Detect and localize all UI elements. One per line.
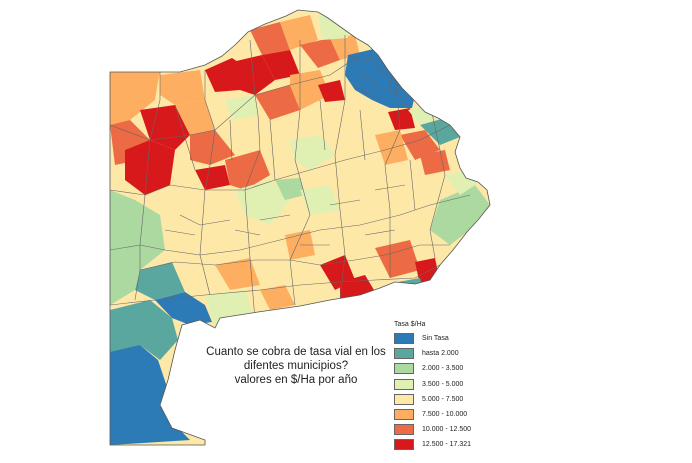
region-sin-tasa-metro: [345, 48, 415, 108]
legend-swatch: [394, 409, 414, 421]
legend-item: 3.500 - 5.000: [394, 377, 514, 392]
legend-swatch: [394, 424, 414, 436]
legend-swatch: [394, 378, 414, 390]
caption-line-3: valores en $/Ha por año: [234, 374, 358, 386]
region-10000-n2: [255, 85, 300, 120]
legend-label: Sin Tasa: [422, 335, 449, 343]
region-3500-c2: [290, 135, 335, 170]
region-2000-3500-east: [430, 185, 490, 245]
region-7500-ne: [375, 130, 408, 165]
region-10000-s1: [375, 240, 420, 278]
region-7500-c2: [215, 258, 260, 290]
legend-swatch: [394, 363, 414, 375]
region-3500-c3: [300, 185, 340, 215]
region-2000-3500-c1: [275, 178, 305, 200]
region-7500-s2: [260, 285, 295, 310]
legend-label: 2.000 - 3.500: [422, 365, 464, 373]
map-caption: Cuanto se cobra de tasa vial en los dife…: [196, 345, 396, 387]
legend-label: 5.000 - 7.500: [422, 395, 464, 403]
region-10000-n3: [300, 38, 340, 68]
region-12500-ne: [388, 108, 415, 130]
region-10000-ne: [400, 130, 440, 160]
legend-items: Sin Tasa hasta 2.000 2.000 - 3.500 3.500 - …: [394, 331, 514, 453]
region-10000-c1: [225, 150, 270, 190]
legend-item: 2.000 - 3.500: [394, 361, 514, 376]
region-10000-n1: [250, 22, 290, 55]
legend-label: hasta 2.000: [422, 350, 459, 358]
municipality-borders: [110, 35, 471, 321]
legend-item: 10.000 - 12.500: [394, 422, 514, 437]
legend-label: 3.500 - 5.000: [422, 380, 464, 388]
map-legend: Tasa $/Ha Sin Tasa hasta 2.000 2.000 - 3.5…: [394, 319, 514, 453]
region-12500-n2: [232, 55, 275, 95]
legend-label: 12.500 - 17.321: [422, 441, 472, 449]
region-12500-n3: [262, 50, 300, 80]
province-outline: [109, 9, 491, 446]
legend-swatch: [394, 439, 414, 451]
legend-item: Sin Tasa: [394, 331, 514, 346]
region-12500-nw1: [140, 105, 190, 150]
region-sin-tasa-bahia: [155, 292, 212, 325]
region-7500-nw: [110, 70, 160, 125]
region-7500-nw2: [175, 100, 215, 135]
region-10000-ne2: [420, 150, 450, 175]
region-12500-nw3: [195, 165, 230, 190]
legend-item: 5.000 - 7.500: [394, 392, 514, 407]
legend-swatch: [394, 348, 414, 360]
region-hasta-2000-mid: [135, 262, 185, 300]
legend-swatch: [394, 393, 414, 405]
legend-item: hasta 2.000: [394, 346, 514, 361]
region-2000-3500-west: [110, 190, 165, 305]
region-12500-nw2: [125, 140, 175, 195]
caption-line-1: Cuanto se cobra de tasa vial en los: [206, 346, 386, 358]
legend-label: 7.500 - 10.000: [422, 411, 468, 419]
region-3500-ne: [318, 15, 348, 40]
region-7500-c1: [160, 70, 205, 105]
legend-label: 10.000 - 12.500: [422, 426, 472, 434]
region-7500-n2: [280, 15, 318, 50]
region-hasta-2000-southwest: [110, 300, 178, 360]
caption-line-2: difentes municipios?: [243, 360, 349, 372]
region-12500-n4: [318, 80, 345, 102]
legend-item: 12.500 - 17.321: [394, 437, 514, 452]
legend-title: Tasa $/Ha: [394, 321, 426, 328]
legend-item: 7.500 - 10.000: [394, 407, 514, 422]
legend-swatch: [394, 333, 414, 345]
region-3500-c1: [235, 180, 290, 225]
